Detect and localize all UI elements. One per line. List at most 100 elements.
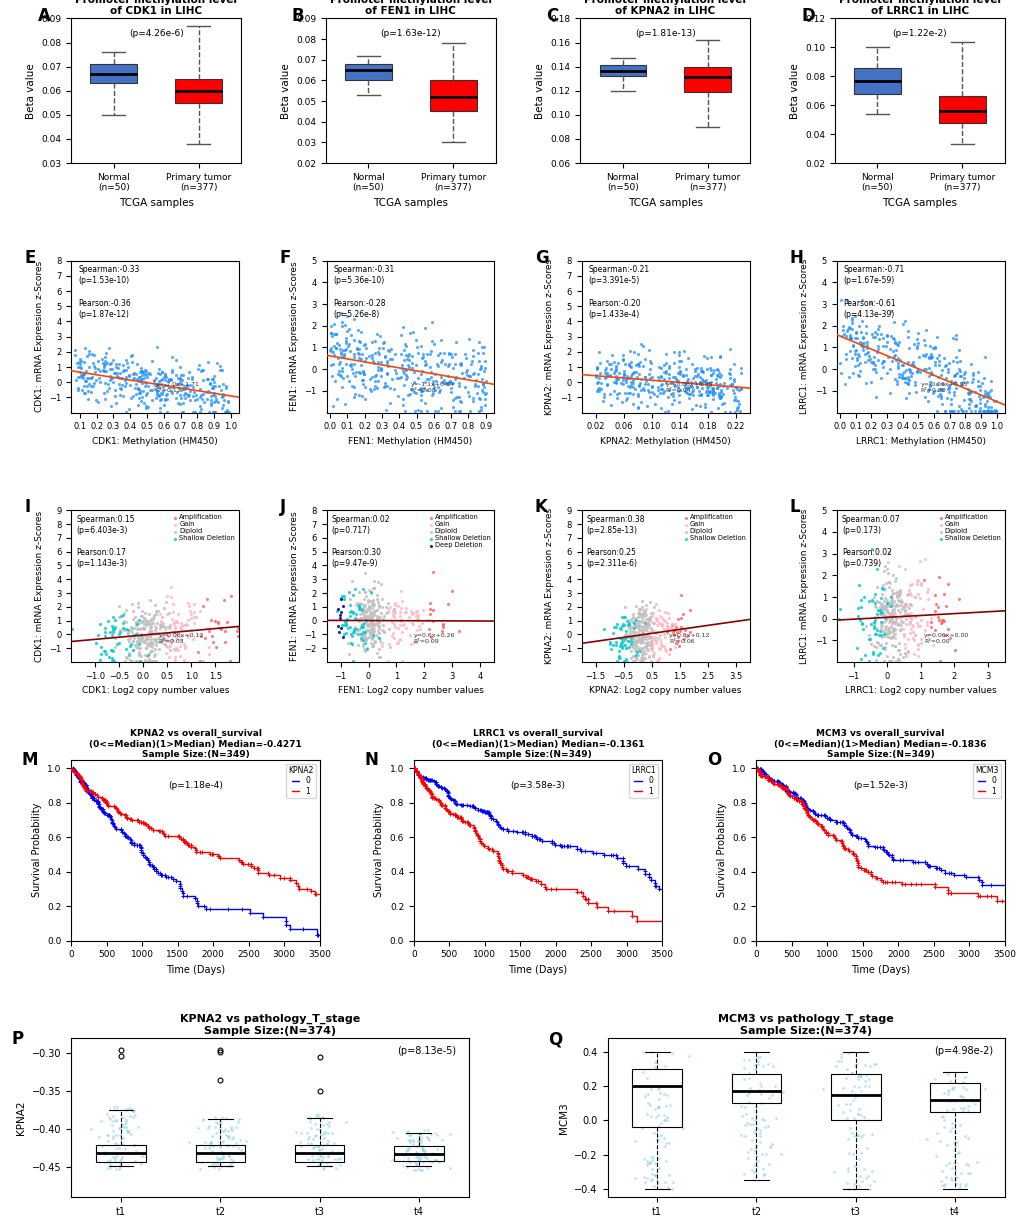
Point: [634, 356, 650, 376]
Point: [176, 388, 193, 408]
Point: [745, 1121, 761, 1141]
Diploid: [138, 612, 154, 631]
Shallow Deletion: [101, 647, 117, 667]
Shallow Deletion: [870, 625, 887, 645]
Shallow Deletion: [614, 614, 631, 634]
Diploid: [880, 603, 897, 623]
Point: [414, 381, 430, 400]
Point: [887, 334, 903, 354]
Point: [764, 1056, 781, 1076]
Point: [206, 1157, 222, 1176]
Diploid: [872, 594, 889, 614]
Point: [645, 1176, 661, 1196]
Point: [853, 323, 869, 343]
Gain: [182, 620, 199, 640]
Point: [944, 1159, 960, 1179]
Gain: [164, 623, 180, 642]
Diploid: [368, 614, 384, 634]
Diploid: [125, 619, 142, 639]
Diploid: [632, 628, 648, 647]
Gain: [153, 612, 169, 631]
Point: [183, 367, 200, 387]
Point: [631, 365, 647, 384]
Point: [413, 391, 429, 410]
Point: [736, 1097, 752, 1116]
Gain: [636, 628, 652, 647]
Gain: [409, 602, 425, 621]
Point: [869, 319, 886, 339]
Gain: [653, 614, 669, 634]
Point: [164, 376, 180, 395]
Point: [759, 1116, 775, 1136]
Point: [636, 379, 652, 399]
Diploid: [634, 604, 650, 624]
Point: [771, 1143, 788, 1163]
Point: [976, 402, 993, 421]
Point: [380, 341, 396, 361]
Point: [197, 1138, 213, 1158]
Point: [332, 366, 348, 386]
Point: [73, 366, 90, 386]
Diploid: [627, 616, 643, 636]
Point: [595, 384, 611, 404]
Diploid: [881, 591, 898, 610]
Diploid: [365, 596, 381, 615]
Point: [665, 391, 682, 410]
Point: [659, 1178, 676, 1197]
Legend: Amplification, Gain, Diploid, Shallow Deletion: Amplification, Gain, Diploid, Shallow De…: [172, 513, 235, 542]
Point: [602, 360, 619, 379]
Point: [114, 1108, 130, 1127]
Point: [95, 360, 111, 379]
Point: [658, 1106, 675, 1126]
Diploid: [152, 632, 168, 652]
Diploid: [118, 600, 135, 620]
Point: [164, 361, 180, 381]
Point: [461, 329, 477, 349]
Point: [182, 376, 199, 395]
Point: [220, 402, 236, 421]
Diploid: [143, 625, 159, 645]
Point: [956, 1176, 972, 1196]
Point: [941, 1121, 957, 1141]
Point: [222, 1116, 238, 1136]
Point: [192, 1159, 208, 1179]
Point: [176, 377, 193, 397]
Point: [408, 355, 424, 375]
Diploid: [626, 632, 642, 652]
Diploid: [883, 594, 900, 614]
Point: [441, 1124, 458, 1143]
Diploid: [128, 632, 145, 652]
Point: [851, 1067, 867, 1087]
Gain: [634, 647, 650, 667]
Amplification: [666, 634, 683, 653]
Point: [639, 375, 655, 394]
X-axis label: LRRC1: Methylation (HM450): LRRC1: Methylation (HM450): [855, 437, 984, 446]
Point: [393, 359, 410, 378]
Diploid: [142, 635, 158, 655]
Gain: [901, 624, 917, 643]
Point: [749, 1151, 765, 1170]
Point: [708, 359, 725, 378]
Point: [376, 332, 392, 351]
Point: [725, 370, 741, 389]
Point: [132, 1153, 149, 1173]
Point: [602, 354, 619, 373]
Diploid: [363, 636, 379, 656]
Point: [218, 1125, 234, 1144]
Point: [126, 1152, 143, 1172]
Diploid: [356, 582, 372, 602]
Diploid: [355, 624, 371, 643]
Diploid: [360, 599, 376, 619]
Point: [698, 379, 714, 399]
Point: [211, 1137, 227, 1157]
Point: [904, 356, 920, 376]
Diploid: [344, 571, 361, 591]
Diploid: [638, 634, 654, 653]
Point: [704, 378, 720, 398]
Point: [686, 366, 702, 386]
Amplification: [932, 612, 949, 631]
Point: [130, 367, 147, 387]
Shallow Deletion: [866, 593, 882, 613]
Point: [985, 402, 1002, 421]
Point: [338, 1113, 355, 1132]
